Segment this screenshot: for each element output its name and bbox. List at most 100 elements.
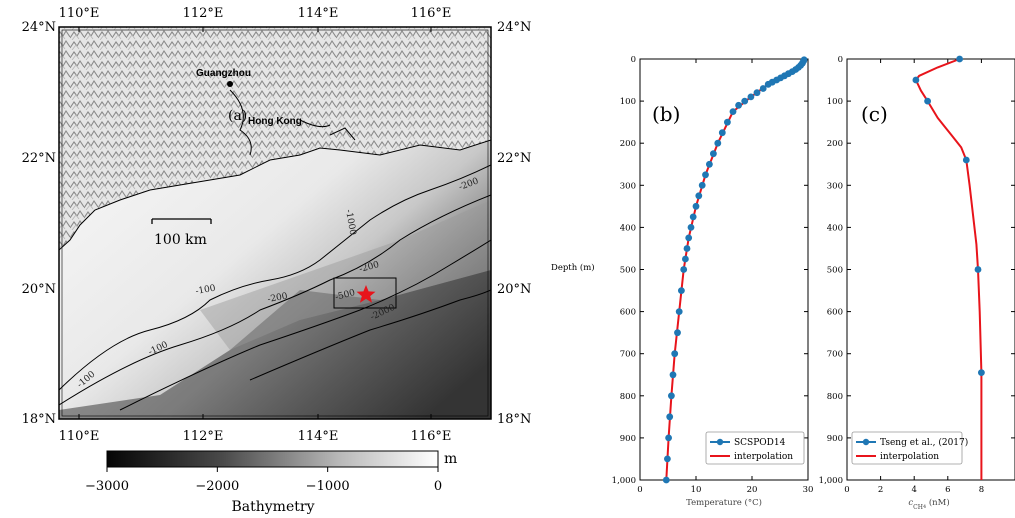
lon-tick-bottom: 114°E xyxy=(298,429,339,444)
data-point-b xyxy=(674,329,681,337)
lat-tick-left: 20°N xyxy=(22,282,56,297)
x-tick-label-b: 20 xyxy=(747,485,758,495)
x-tick-label-c: 4 xyxy=(911,485,916,495)
colorbar-tick-label: 0 xyxy=(434,479,442,494)
colorbar-ticks: −3000 −2000 −1000 0 xyxy=(85,467,442,494)
lat-tick-right: 22°N xyxy=(497,151,531,166)
methane-profile-chart: (c) cCH4 (nM) 0 2 4 6 8 0 100 200 300 400 500 600 70… xyxy=(819,55,1015,511)
x-tick-label-b: 10 xyxy=(691,485,702,495)
bathymetry-colorbar: m −3000 −2000 −1000 0 Bathymetry xyxy=(85,450,457,515)
data-point-c xyxy=(978,369,985,376)
data-point-b xyxy=(735,101,742,109)
legend-entry-c-1: Tseng et al., (2017) xyxy=(880,437,968,448)
colorbar-tick-label: −1000 xyxy=(306,479,350,494)
y-tick-label-c: 200 xyxy=(827,139,843,149)
data-point-b xyxy=(665,434,672,442)
bathymetry-map: Guangzhou Hong Kong -100 -100 -100 -200 … xyxy=(22,6,532,444)
y-tick-label-b: 200 xyxy=(620,139,636,149)
colorbar-unit: m xyxy=(444,451,457,467)
data-point-b xyxy=(729,108,737,115)
y-tick-label-c: 700 xyxy=(827,350,843,360)
lon-tick-bottom: 116°E xyxy=(411,429,452,444)
axis-ticks-c: 0 2 4 6 8 0 100 200 300 400 500 600 700 800 900 1,000 xyxy=(819,55,1015,495)
data-point-c xyxy=(962,156,970,164)
x-tick-label-c: 8 xyxy=(979,485,984,495)
data-point-b xyxy=(702,171,709,179)
y-tick-label-c: 600 xyxy=(827,308,843,318)
map-frame-inner xyxy=(61,29,489,417)
data-point-b xyxy=(685,234,693,242)
legend-entry-b-2: interpolation xyxy=(734,452,793,462)
map-ticks: 110°E 110°E 112°E 112°E 114°E 114°E 116°E 116°E… xyxy=(22,6,532,444)
data-point-b xyxy=(718,129,726,137)
legend-c: Tseng et al., (2017) interpolation xyxy=(851,431,968,465)
lon-tick-top: 110°E xyxy=(59,6,100,21)
colorbar-label: Bathymetry xyxy=(232,499,315,515)
x-tick-label-b: 0 xyxy=(637,485,642,495)
data-point-b xyxy=(666,413,674,421)
legend-marker-b xyxy=(716,438,724,446)
series-b xyxy=(662,56,808,484)
y-tick-label-b: 400 xyxy=(620,223,636,233)
x-axis-label-c: cCH4 (nM) xyxy=(908,497,949,511)
legend-b: SCSPOD14 interpolation xyxy=(705,431,805,465)
lat-tick-left: 18°N xyxy=(22,412,56,427)
land-area xyxy=(59,27,491,251)
y-tick-label-c: 400 xyxy=(827,223,843,233)
contour-label: -200 xyxy=(267,292,289,305)
y-tick-label-b: 500 xyxy=(620,266,636,276)
lat-tick-left: 22°N xyxy=(22,151,56,166)
y-tick-label-c: 1,000 xyxy=(819,476,843,486)
y-tick-label-b: 800 xyxy=(620,392,636,402)
y-tick-label-b: 900 xyxy=(620,434,636,444)
temperature-profile-chart: (b) Temperature (°C) 0 10 20 30010020030040… xyxy=(612,55,814,508)
data-point-b xyxy=(741,97,749,105)
panel-label-b: (b) xyxy=(652,102,680,126)
contour-1000m xyxy=(119,239,491,411)
y-axis-label: Depth (m) xyxy=(551,262,595,273)
data-point-b xyxy=(669,371,677,379)
data-point-c xyxy=(912,76,920,84)
data-point-b xyxy=(662,476,670,484)
y-tick-label-c: 0 xyxy=(838,55,843,65)
red-star-icon xyxy=(356,285,376,303)
x-tick-label-c: 0 xyxy=(844,485,849,495)
x-tick-label-c: 6 xyxy=(945,485,950,495)
data-point-b xyxy=(675,308,683,315)
city-marker-guangzhou xyxy=(227,81,233,87)
colorbar-tick-label: −3000 xyxy=(85,479,129,494)
data-point-b xyxy=(692,202,700,210)
colorbar-tick-label: −2000 xyxy=(195,479,239,494)
lat-tick-right: 18°N xyxy=(497,412,531,427)
y-tick-label-b: 300 xyxy=(620,181,636,191)
data-point-b xyxy=(714,139,722,147)
legend-box-c xyxy=(851,431,963,465)
slope-shading xyxy=(200,200,491,350)
panel-label-c: (c) xyxy=(861,102,888,126)
lat-tick-left: 24°N xyxy=(22,20,56,35)
data-point-b xyxy=(680,266,688,273)
x-tick-label-c: 2 xyxy=(878,485,883,495)
data-point-b xyxy=(706,160,713,168)
scale-bar-label: 100 km xyxy=(154,232,207,248)
coastline-detail xyxy=(229,89,356,156)
y-tick-label-b: 700 xyxy=(620,350,636,360)
data-point-b xyxy=(687,224,695,231)
lon-tick-top: 112°E xyxy=(183,6,224,21)
study-area-box xyxy=(333,277,397,309)
x-tick-label-b: 30 xyxy=(803,485,814,495)
legend-box-b xyxy=(705,431,805,465)
y-tick-label-b: 0 xyxy=(631,55,636,65)
data-point-b xyxy=(695,192,703,200)
lat-tick-right: 20°N xyxy=(497,282,531,297)
y-tick-label-c: 500 xyxy=(827,266,843,276)
scale-bar: 100 km xyxy=(151,218,212,248)
data-point-b xyxy=(683,245,691,252)
data-point-b xyxy=(668,392,675,400)
lon-tick-bottom: 110°E xyxy=(59,429,100,444)
series-line-c xyxy=(914,58,983,480)
data-point-b xyxy=(753,89,761,97)
data-point-c xyxy=(974,266,982,273)
